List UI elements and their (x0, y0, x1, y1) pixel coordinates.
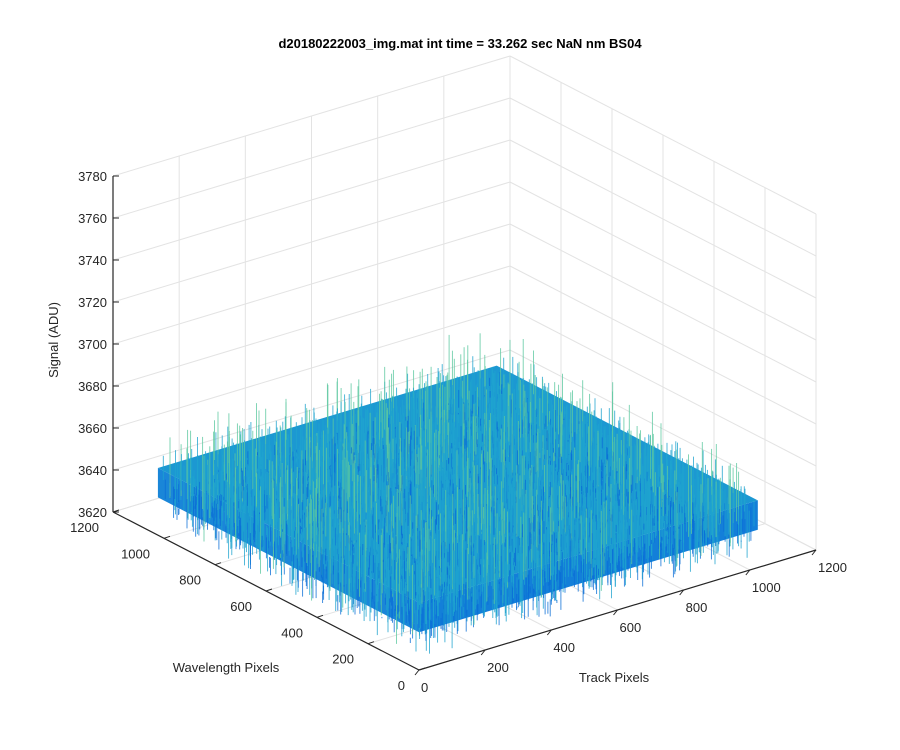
wall-gridline (112, 139, 511, 261)
surface-plot (157, 333, 758, 654)
wall-gridline (509, 55, 817, 215)
wall-gridline (112, 265, 511, 387)
wall-gridline (509, 265, 817, 425)
wall-gridline (509, 223, 817, 383)
wall-gridline (112, 181, 511, 303)
wall-gridline (112, 349, 511, 471)
wall-gridline (509, 139, 817, 299)
wall-gridline (112, 223, 511, 345)
wall-gridline (509, 181, 817, 341)
wall-gridline (509, 307, 817, 467)
wall-gridline (509, 349, 817, 509)
wall-gridline (112, 97, 511, 219)
wall-gridline (112, 307, 511, 429)
wall-gridline (509, 97, 817, 257)
wall-gridline (112, 55, 511, 177)
